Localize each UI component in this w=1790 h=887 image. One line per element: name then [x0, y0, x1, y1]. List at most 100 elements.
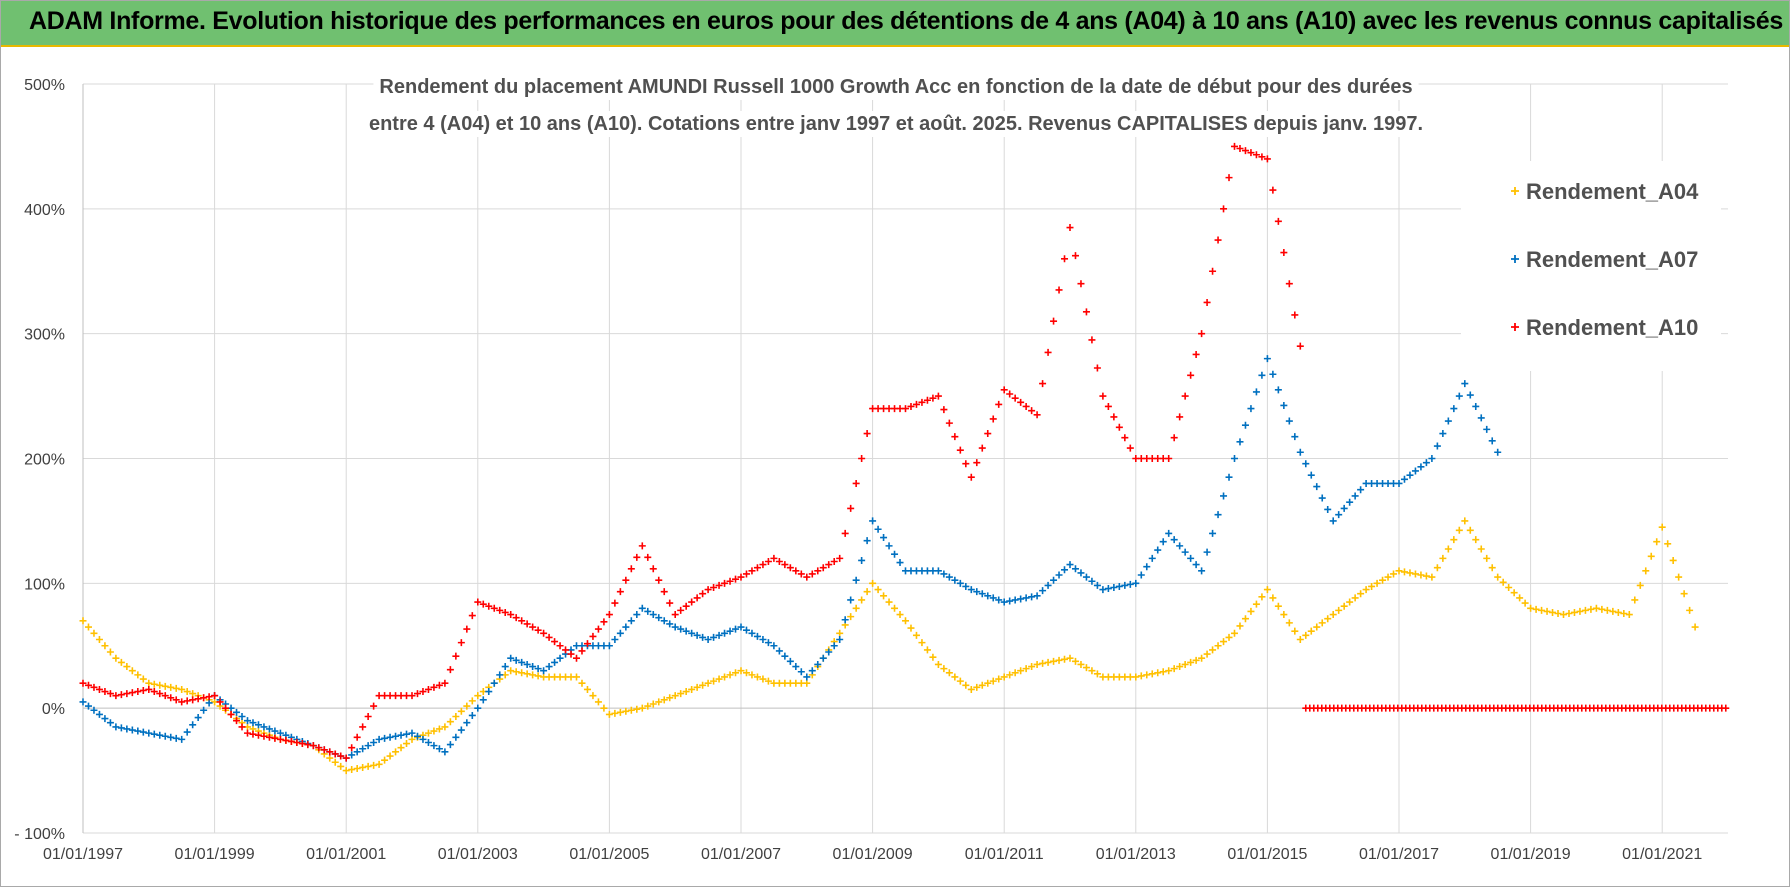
data-point — [644, 702, 652, 710]
data-point — [847, 613, 855, 621]
data-point — [150, 680, 158, 688]
data-point — [660, 617, 668, 625]
data-point — [786, 657, 794, 665]
data-point — [912, 400, 920, 408]
data-point — [265, 733, 273, 741]
data-point — [468, 697, 476, 705]
data-point — [830, 642, 838, 650]
data-point — [534, 672, 542, 680]
data-point — [1203, 650, 1211, 658]
data-point — [775, 557, 783, 565]
data-point — [1220, 492, 1228, 500]
data-point — [276, 735, 284, 743]
data-point — [956, 579, 964, 587]
data-point — [178, 698, 186, 706]
data-point — [633, 611, 641, 619]
data-point — [1132, 673, 1140, 681]
data-point — [496, 606, 504, 614]
data-point — [638, 604, 646, 612]
data-point — [1269, 370, 1277, 378]
data-point — [430, 742, 438, 750]
data-point — [940, 570, 948, 578]
data-point — [627, 565, 635, 573]
data-point — [1494, 573, 1502, 581]
data-point — [1236, 438, 1244, 446]
data-point — [315, 744, 323, 752]
data-point — [605, 710, 613, 718]
data-point — [424, 729, 432, 737]
data-point — [183, 728, 191, 736]
data-point — [123, 690, 131, 698]
data-point — [907, 402, 915, 410]
data-point — [254, 721, 262, 729]
data-point — [1241, 615, 1249, 623]
data-point — [1439, 554, 1447, 562]
data-point — [1050, 657, 1058, 665]
legend: Rendement_A04 Rendement_A07 Rendement_A10 — [1461, 161, 1721, 371]
data-point — [1176, 413, 1184, 421]
data-point — [671, 623, 679, 631]
data-point — [808, 667, 816, 675]
data-point — [1000, 598, 1008, 606]
data-point — [244, 717, 251, 725]
x-tick-label: 01/01/2015 — [1227, 846, 1307, 863]
data-point — [1472, 536, 1480, 544]
x-tick-label: 01/01/2019 — [1491, 846, 1571, 863]
data-point — [885, 542, 893, 550]
data-point — [194, 695, 202, 703]
data-point — [1099, 586, 1107, 594]
data-point — [95, 710, 103, 718]
data-point — [392, 732, 400, 740]
data-point — [1148, 554, 1156, 562]
data-point — [1066, 561, 1074, 569]
data-point — [578, 647, 586, 655]
x-tick-label: 01/01/1999 — [175, 846, 255, 863]
data-point — [1653, 538, 1661, 546]
data-point — [408, 729, 416, 737]
data-point — [852, 479, 860, 487]
y-tick-label: 100% — [24, 576, 65, 593]
data-point — [1291, 311, 1299, 319]
data-point — [381, 734, 389, 742]
data-point — [490, 679, 498, 687]
data-point — [1137, 571, 1145, 579]
data-point — [551, 658, 559, 666]
header-bar: ADAM Informe. Evolution historique des p… — [1, 1, 1789, 47]
data-point — [216, 698, 224, 706]
data-point — [1258, 371, 1266, 379]
data-point — [1176, 542, 1184, 550]
x-tick-label: 01/01/2017 — [1359, 846, 1439, 863]
data-point — [885, 598, 893, 606]
data-point — [485, 688, 493, 696]
data-point — [161, 682, 169, 690]
data-point — [1252, 388, 1260, 396]
data-point — [1274, 217, 1282, 225]
data-point — [331, 750, 339, 758]
data-point — [1587, 605, 1595, 613]
data-point — [112, 654, 120, 662]
data-point — [852, 604, 860, 612]
data-point — [562, 646, 570, 654]
data-point — [1258, 593, 1266, 601]
data-point — [1307, 627, 1315, 635]
data-point — [304, 741, 312, 749]
data-point — [485, 602, 493, 610]
data-point — [1527, 604, 1535, 612]
data-point — [1291, 433, 1299, 441]
data-point — [732, 575, 740, 583]
data-point — [172, 696, 180, 704]
data-point — [797, 570, 805, 578]
data-point — [112, 692, 120, 700]
data-point — [106, 648, 114, 656]
data-point — [1488, 437, 1496, 445]
data-point — [1170, 665, 1178, 673]
data-point — [863, 588, 871, 596]
data-point — [852, 576, 860, 584]
data-point — [1483, 554, 1491, 562]
data-point — [238, 723, 246, 731]
data-point — [682, 688, 690, 696]
data-point — [397, 731, 405, 739]
legend-background — [1461, 161, 1721, 371]
data-point — [1444, 417, 1452, 425]
